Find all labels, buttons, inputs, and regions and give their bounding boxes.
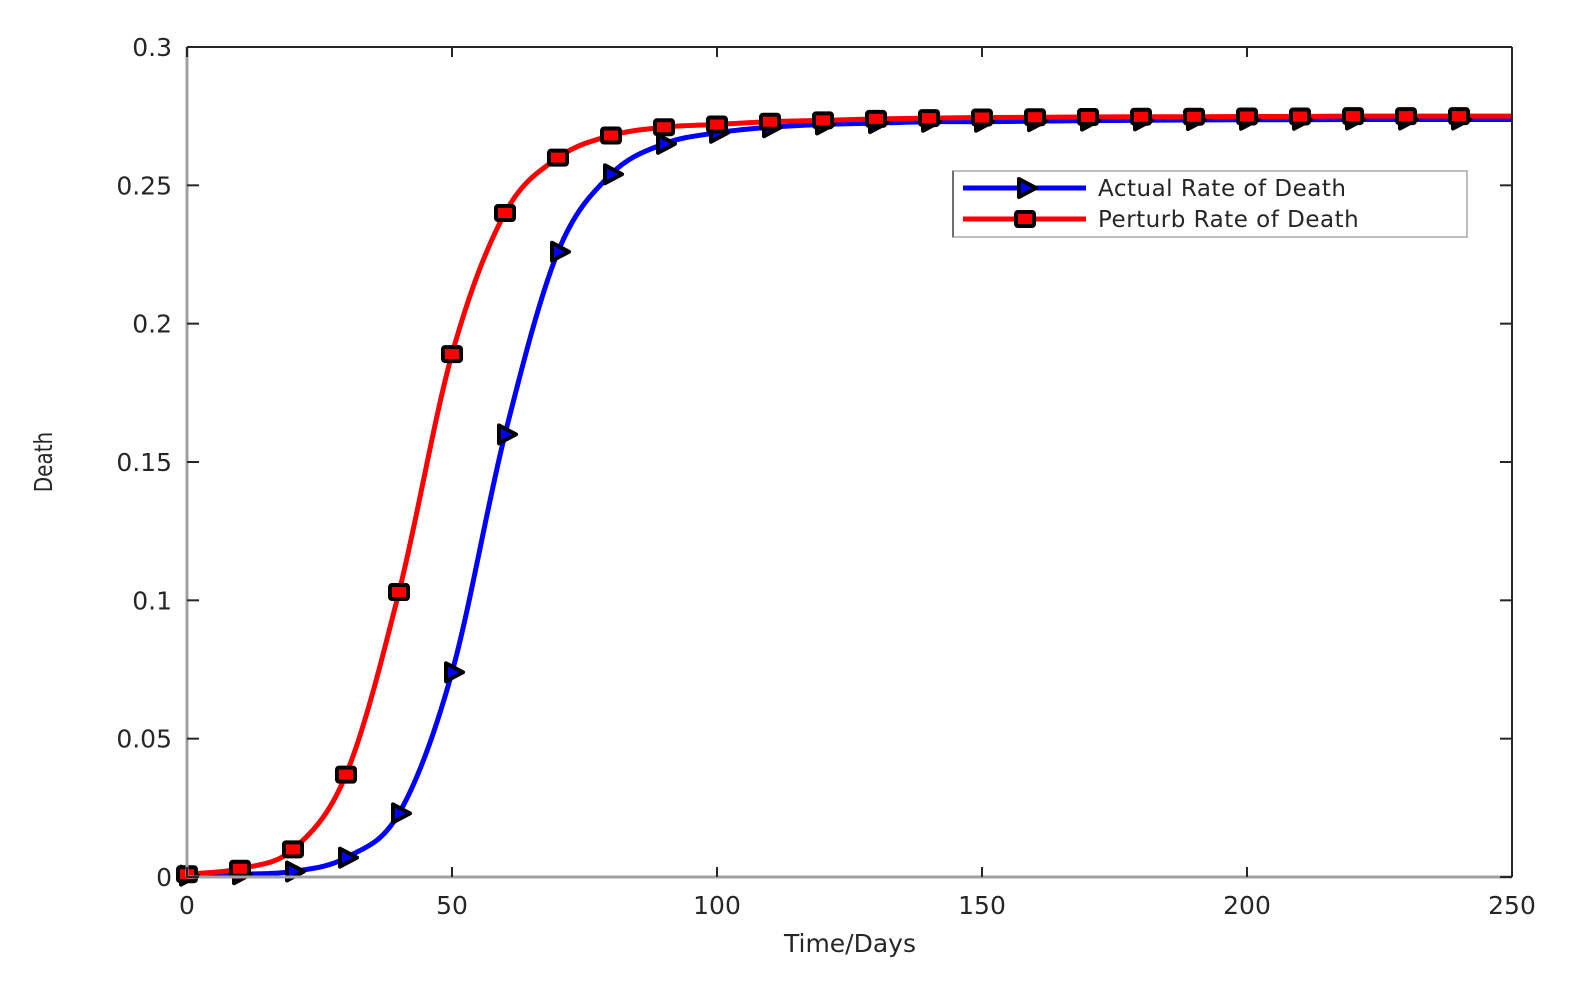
data-point-marker	[1448, 107, 1470, 126]
data-point-marker	[1395, 107, 1417, 126]
series-perturb-rate-of-death	[186, 113, 1512, 877]
data-point-marker	[1236, 107, 1258, 126]
x-tick-label: 200	[1223, 891, 1271, 920]
y-tick-label: 0.3	[132, 33, 172, 62]
data-point-marker	[338, 846, 359, 869]
data-point-marker	[1077, 107, 1099, 126]
data-point-marker	[971, 108, 993, 127]
series-actual-rate-of-death	[186, 116, 1512, 879]
data-point-marker	[1289, 107, 1311, 126]
legend-marker	[1014, 210, 1036, 228]
data-point-marker	[550, 240, 571, 263]
data-point-marker	[444, 661, 465, 684]
data-point-marker	[656, 132, 677, 155]
legend-box	[952, 170, 1468, 238]
data-point-marker	[547, 148, 569, 167]
data-point-marker	[1342, 107, 1364, 126]
y-tick-label: 0.05	[116, 725, 172, 754]
x-tick-label: 100	[693, 891, 741, 920]
data-point-marker	[229, 859, 251, 878]
series-line	[186, 113, 1512, 877]
legend-label: Perturb Rate of Death	[1098, 207, 1359, 233]
data-point-marker	[653, 118, 675, 137]
x-tick-label: 150	[958, 891, 1006, 920]
x-tick-label: 50	[436, 891, 468, 920]
data-point-marker	[391, 802, 412, 825]
data-point-marker	[441, 345, 463, 364]
series-layer	[176, 107, 1512, 887]
y-tick-label: 0.1	[132, 586, 172, 615]
x-tick-label: 0	[179, 891, 195, 920]
legend[interactable]: Actual Rate of Death Perturb Rate of Deat…	[952, 170, 1468, 238]
markers-perturb-rate-of-death	[176, 107, 1470, 884]
x-tick-label: 250	[1488, 891, 1536, 920]
data-point-marker	[494, 204, 516, 222]
data-point-marker	[1130, 107, 1152, 126]
data-point-marker	[282, 840, 304, 859]
y-tick-label: 0.25	[116, 171, 172, 200]
data-point-marker	[497, 423, 518, 446]
data-point-marker	[1024, 108, 1046, 127]
data-point-marker	[706, 115, 728, 134]
data-point-marker	[812, 111, 834, 130]
data-point-marker	[759, 112, 781, 131]
data-point-marker	[865, 109, 887, 128]
y-tick-label: 0	[156, 863, 172, 892]
legend-label: Actual Rate of Death	[1098, 176, 1346, 202]
x-axis-title: Time/Days	[783, 929, 916, 958]
data-point-marker	[335, 765, 357, 784]
y-tick-label: 0.15	[116, 448, 172, 477]
series-line	[186, 116, 1512, 879]
y-axis-title: Death	[30, 432, 59, 492]
legend-marker	[1017, 177, 1038, 199]
legend-item-actual-rate-of-death[interactable]: Actual Rate of Death	[963, 176, 1346, 202]
tick-labels: 0 50 100 150 200 250 0 0.05 0.1 0.15 0.2 0.25 0.3	[116, 33, 1536, 920]
legend-item-perturb-rate-of-death[interactable]: Perturb Rate of Death	[963, 207, 1359, 233]
data-point-marker	[603, 163, 624, 186]
y-tick-label: 0.2	[132, 310, 172, 339]
data-point-marker	[600, 126, 622, 145]
data-point-marker	[1183, 107, 1205, 126]
data-point-marker	[388, 583, 410, 602]
data-point-marker	[918, 109, 940, 128]
